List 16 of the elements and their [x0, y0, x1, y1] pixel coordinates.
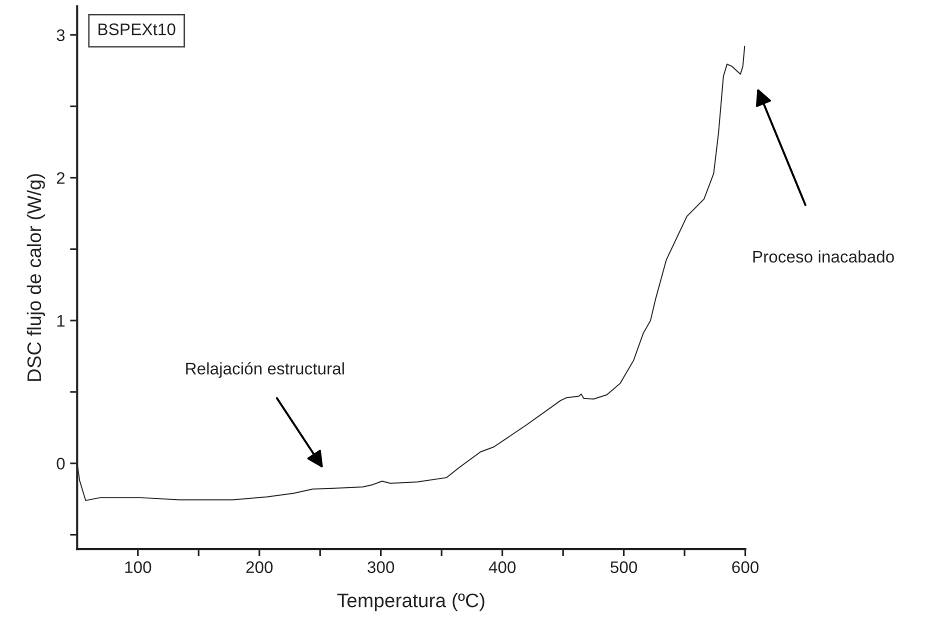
x-tick-label: 400: [488, 561, 516, 574]
text: Proceso inacabado: [753, 250, 894, 263]
y-tick-label: 3: [56, 29, 65, 42]
line-series: [77, 46, 746, 502]
x-tick-label: 600: [732, 561, 759, 574]
x-tick-label: 100: [125, 561, 152, 574]
x-tick-label: 300: [368, 561, 394, 574]
annotation: BSPEXt10: [98, 23, 176, 36]
x-axis-title: Temperatura (ºC): [337, 593, 484, 612]
y-tick-label: 1: [57, 315, 65, 327]
y-tick-label: 0: [56, 458, 65, 470]
y-tick-label: 2: [56, 172, 65, 184]
x-tick-label: 200: [246, 561, 273, 574]
x-tick-label: 500: [610, 561, 638, 574]
y-axis-title: DSC flujo de calor (W/g): [26, 174, 45, 381]
annotation: Relajación estructural: [186, 362, 344, 378]
